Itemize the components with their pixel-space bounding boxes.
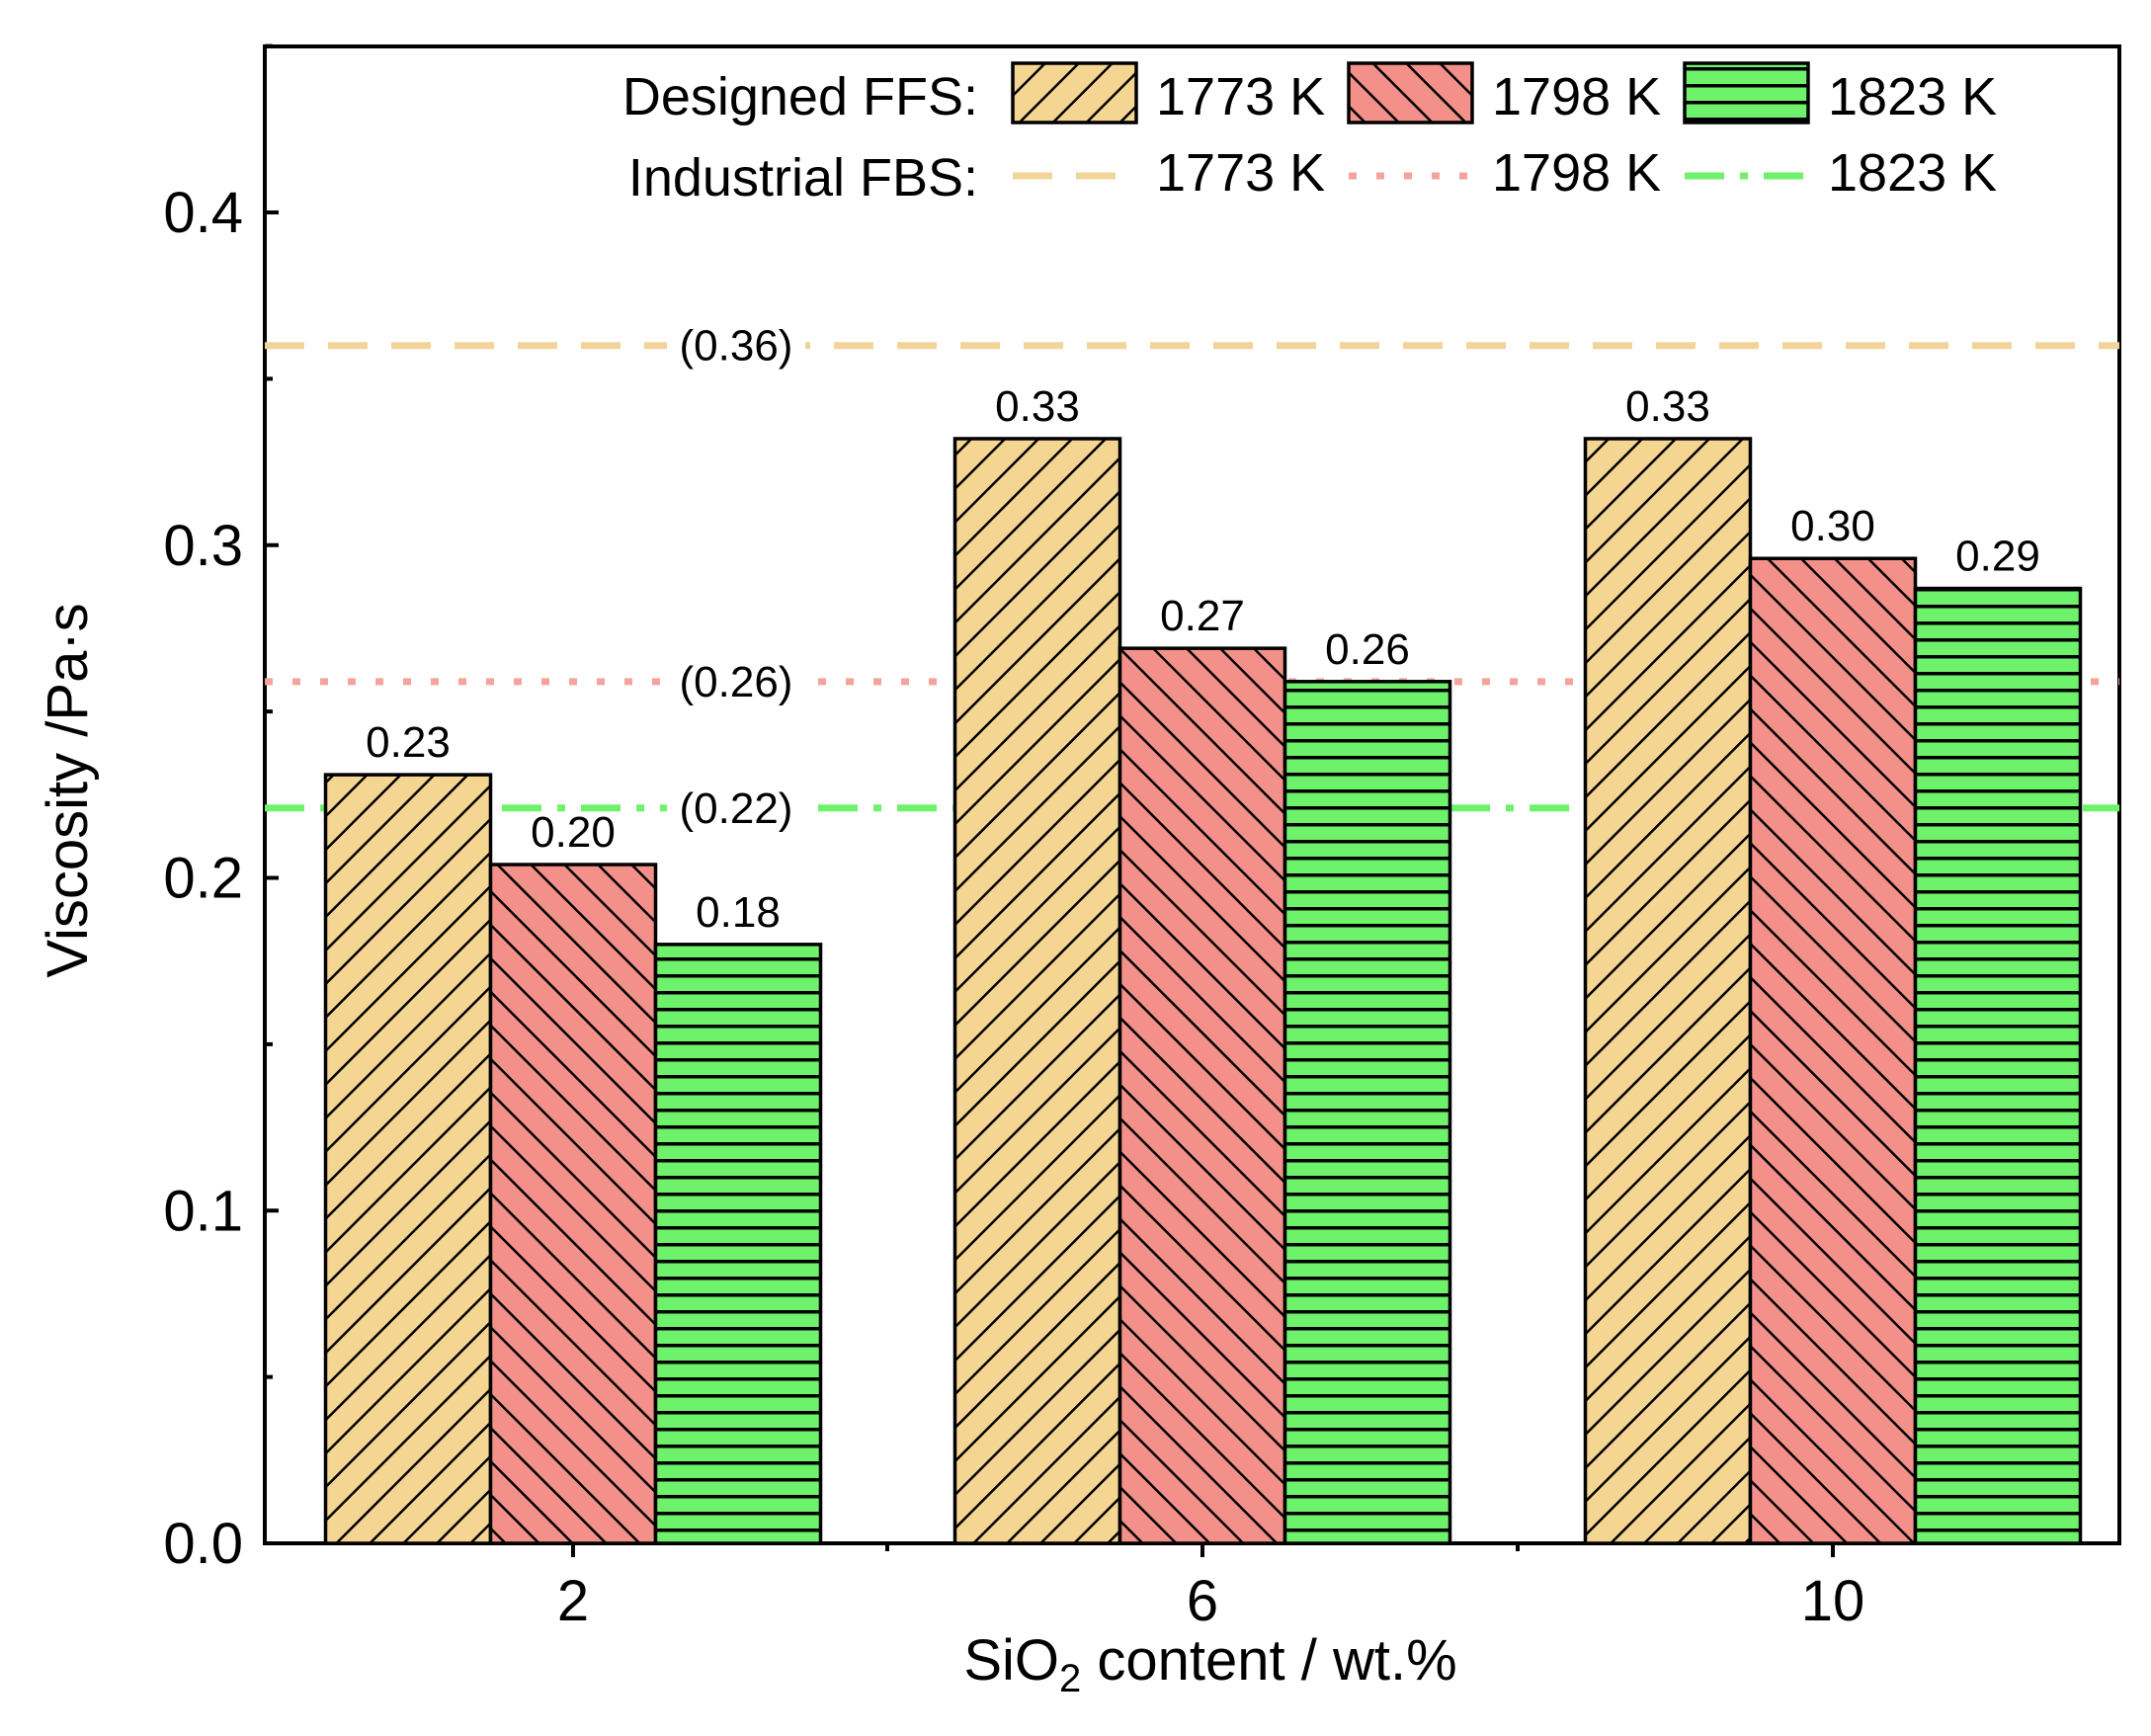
bar-1823k-sio2-2: [653, 943, 823, 1545]
legend-heading-industrial: Industrial FBS:: [628, 148, 978, 207]
legend-label-line: 1823 K: [1828, 143, 1997, 203]
bar-1798k-sio2-10: [1748, 556, 1918, 1545]
y-axis-title: Viscosity /Pa·s: [36, 603, 100, 977]
bar-value-label: 0.26: [1325, 625, 1410, 674]
legend-swatch-bar-1773k: [1011, 61, 1138, 124]
legend-label-bar: 1823 K: [1828, 67, 1997, 126]
bar-value-label: 0.30: [1790, 502, 1875, 550]
bar-value-label: 0.18: [696, 888, 781, 937]
legend-label-bar: 1773 K: [1156, 67, 1325, 126]
bar-value-label: 0.23: [366, 718, 451, 767]
reference-line-label: (0.22): [680, 785, 793, 833]
reference-line-label: (0.36): [680, 322, 793, 371]
y-tick-label: 0.4: [163, 181, 243, 245]
reference-line-label: (0.26): [680, 658, 793, 706]
x-axis-title: SiO2 content / wt.%: [963, 1628, 1456, 1700]
bar-1773k-sio2-6: [952, 437, 1122, 1545]
bar-1773k-sio2-2: [323, 773, 493, 1545]
bar-value-label: 0.27: [1160, 592, 1245, 640]
legend-swatch-bar-1798k: [1347, 61, 1474, 124]
legend-label-bar: 1798 K: [1492, 67, 1661, 126]
bar-1798k-sio2-6: [1117, 646, 1287, 1545]
reference-line-label-background: [667, 655, 805, 707]
bar-value-label: 0.20: [531, 808, 616, 857]
bar-1823k-sio2-10: [1913, 586, 2083, 1545]
data-labels: 0.23 0.20 0.18 0.33 0.27 0.26 0.33 0.30 0.29: [366, 382, 2040, 937]
legend: Designed FFS: Industrial FBS: 1773 K 1798…: [622, 61, 1997, 207]
bar-1798k-sio2-2: [488, 863, 658, 1545]
y-axis: 0.0 0.1 0.2 0.3 0.4: [163, 43, 279, 1576]
legend-label-line: 1773 K: [1156, 143, 1325, 203]
y-tick-label: 0.0: [163, 1512, 243, 1576]
legend-label-line: 1798 K: [1492, 143, 1661, 203]
y-tick-label: 0.3: [163, 514, 243, 578]
reference-line-label-background: [667, 782, 805, 834]
reference-line-label-background: [667, 319, 805, 372]
y-tick-label: 0.2: [163, 847, 243, 911]
bar-1773k-sio2-10: [1583, 437, 1753, 1545]
bar-series: [323, 437, 2083, 1545]
x-tick-label: 2: [557, 1569, 589, 1633]
bar-1823k-sio2-6: [1282, 680, 1452, 1545]
x-axis-title-subscript: 2: [1059, 1657, 1081, 1700]
x-axis: 2 6 10: [557, 1543, 1864, 1633]
bar-value-label: 0.29: [1955, 533, 2040, 581]
legend-heading-designed: Designed FFS:: [622, 67, 978, 126]
x-tick-label: 10: [1801, 1569, 1865, 1633]
bar-value-label: 0.33: [1625, 382, 1710, 431]
bar-value-label: 0.33: [995, 382, 1080, 431]
y-tick-label: 0.1: [163, 1179, 243, 1243]
legend-swatch-bar-1823k: [1683, 61, 1810, 124]
x-tick-label: 6: [1187, 1569, 1218, 1633]
